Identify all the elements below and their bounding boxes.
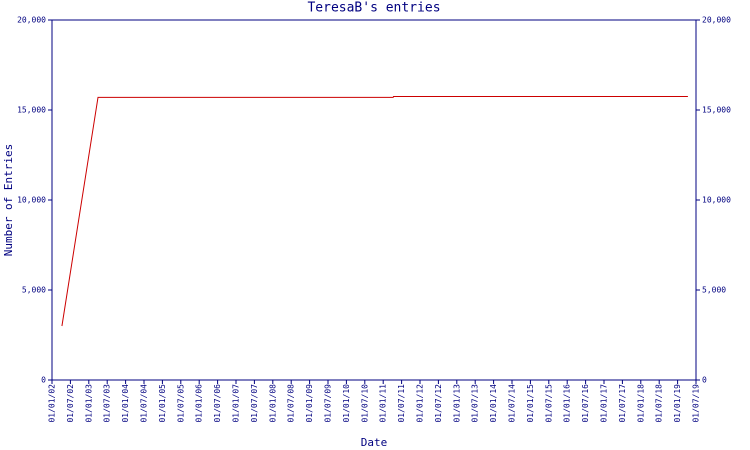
x-tick-label: 01/01/03 xyxy=(84,384,93,423)
y2-tick-label: 0 xyxy=(702,376,707,385)
x-tick-label: 01/07/05 xyxy=(176,384,185,423)
x-tick-label: 01/07/03 xyxy=(103,384,112,423)
x-tick-label: 01/01/10 xyxy=(342,384,351,423)
x-tick-label: 01/07/17 xyxy=(618,384,627,423)
y2-tick-label: 15,000 xyxy=(702,106,731,115)
y-tick-label: 10,000 xyxy=(17,196,46,205)
x-tick-label: 01/07/16 xyxy=(581,384,590,423)
x-tick-label: 01/01/16 xyxy=(563,384,572,423)
chart-title: TeresaB's entries xyxy=(307,1,440,16)
x-tick-label: 01/01/09 xyxy=(305,384,314,423)
y-tick-label: 15,000 xyxy=(17,106,46,115)
y-tick-label: 0 xyxy=(41,376,46,385)
y2-tick-label: 10,000 xyxy=(702,196,731,205)
x-tick-label: 01/07/13 xyxy=(471,384,480,423)
x-tick-label: 01/07/06 xyxy=(213,384,222,423)
plot-frame xyxy=(51,19,697,381)
x-tick-label: 01/07/07 xyxy=(250,384,259,423)
x-tick-label: 01/07/12 xyxy=(434,384,443,423)
x-tick-label: 01/07/19 xyxy=(692,384,701,423)
x-axis-title: Date xyxy=(361,436,388,449)
x-tick-label: 01/07/08 xyxy=(287,384,296,423)
data-line xyxy=(61,96,688,327)
x-tick-label: 01/01/14 xyxy=(489,384,498,423)
x-tick-label: 01/01/04 xyxy=(121,384,130,423)
x-tick-label: 01/07/09 xyxy=(324,384,333,423)
y-tick-label: 20,000 xyxy=(17,16,46,25)
y-tick-label: 5,000 xyxy=(22,286,46,295)
x-tick-label: 01/01/07 xyxy=(232,384,241,423)
x-tick-label: 01/07/02 xyxy=(66,384,75,423)
x-tick-label: 01/07/15 xyxy=(544,384,553,423)
x-tick-label: 01/07/18 xyxy=(655,384,664,423)
x-tick-label: 01/01/05 xyxy=(158,384,167,423)
x-tick-label: 01/01/11 xyxy=(379,384,388,423)
y2-tick-label: 20,000 xyxy=(702,16,731,25)
x-tick-label: 01/01/02 xyxy=(48,384,57,423)
x-tick-label: 01/01/19 xyxy=(673,384,682,423)
x-tick-label: 01/01/15 xyxy=(526,384,535,423)
x-tick-label: 01/01/12 xyxy=(416,384,425,423)
y2-tick-label: 5,000 xyxy=(702,286,726,295)
x-tick-label: 01/07/04 xyxy=(140,384,149,423)
x-tick-label: 01/01/08 xyxy=(268,384,277,423)
x-tick-label: 01/01/13 xyxy=(452,384,461,423)
x-tick-label: 01/01/17 xyxy=(600,384,609,423)
y-axis-title: Number of Entries xyxy=(2,144,15,257)
x-tick-label: 01/07/11 xyxy=(397,384,406,423)
x-tick-label: 01/01/18 xyxy=(636,384,645,423)
x-tick-label: 01/07/10 xyxy=(360,384,369,423)
x-tick-label: 01/07/14 xyxy=(508,384,517,423)
x-tick-label: 01/01/06 xyxy=(195,384,204,423)
